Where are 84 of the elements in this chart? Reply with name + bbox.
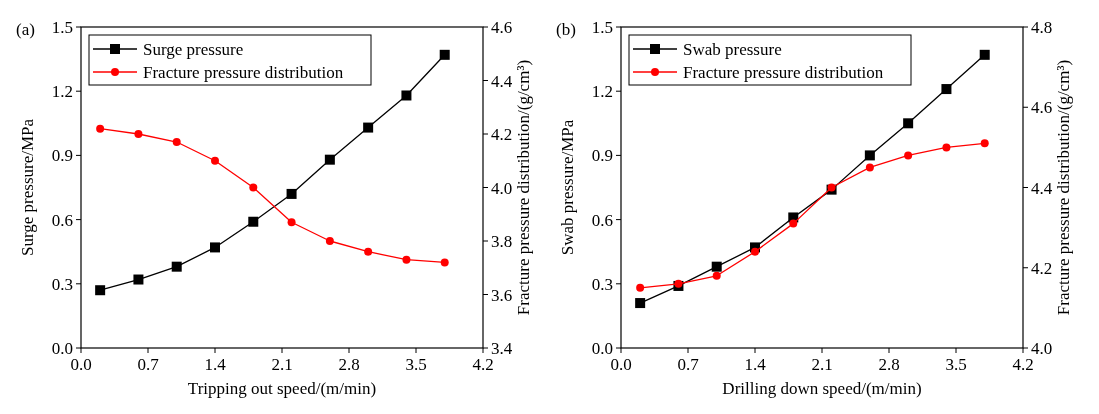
x-tick-label: 2.8 (878, 355, 900, 374)
point (211, 156, 219, 165)
point (171, 261, 182, 272)
point (133, 274, 144, 285)
point (942, 143, 951, 152)
y-tick-label: 0.3 (591, 274, 613, 294)
x-tick-label: 1.4 (744, 355, 767, 374)
point (980, 139, 989, 148)
x-tick-label: 0.7 (137, 355, 160, 374)
point (979, 49, 990, 60)
point (402, 255, 411, 264)
y-tick-label: 0.6 (591, 210, 613, 230)
x-tick-label: 0.7 (677, 355, 700, 374)
point (248, 216, 259, 227)
legend-label: Swab pressure (683, 40, 782, 59)
y-axis-title: Surge pressure/MPa (18, 118, 37, 257)
point (324, 154, 335, 165)
y2-axis-title: Fracture pressure distribution/(g/cm³) (1054, 59, 1073, 316)
y-tick-label: 0.9 (51, 146, 73, 166)
y2-tick-label: 4.2 (491, 125, 513, 144)
point (210, 242, 220, 253)
point (96, 124, 105, 133)
point (439, 49, 450, 60)
y2-tick-label: 4.4 (1031, 178, 1053, 198)
x-tick-label: 0.0 (610, 355, 632, 374)
point (789, 219, 798, 228)
y-tick-label: 1.5 (51, 18, 73, 37)
x-tick-label: 3.5 (405, 355, 427, 374)
point (364, 247, 373, 256)
x-tick-label: 2.8 (338, 355, 360, 374)
y2-tick-label: 4.2 (1031, 258, 1053, 278)
y2-tick-label: 3.4 (491, 339, 513, 358)
y-tick-label: 1.2 (51, 82, 73, 102)
text: (b) (556, 20, 576, 39)
point (865, 163, 874, 172)
point (440, 258, 449, 267)
x-tick-label: 3.5 (945, 355, 967, 374)
point (134, 130, 143, 138)
x-tick-label: 1.4 (204, 355, 227, 374)
point (904, 151, 913, 160)
point (95, 285, 106, 296)
point (941, 84, 952, 95)
x-tick-label: 2.1 (271, 355, 293, 374)
y-tick-label: 0.3 (51, 274, 73, 294)
y2-tick-label: 4.6 (491, 18, 513, 37)
point (325, 237, 334, 245)
y2-tick-label: 4.0 (491, 178, 513, 198)
x-axis-title: Drilling down speed/(m/min) (722, 379, 922, 398)
x-tick-label: 4.2 (472, 355, 494, 374)
point (864, 150, 875, 161)
point (635, 298, 646, 309)
point (363, 122, 374, 133)
point (287, 218, 296, 227)
point (286, 188, 297, 199)
y2-axis-title: Fracture pressure distribution/(g/cm³) (514, 59, 533, 316)
text: (a) (16, 20, 35, 39)
y-tick-label: 1.2 (591, 82, 613, 102)
y-tick-label: 0.9 (591, 146, 613, 166)
point (751, 247, 759, 256)
y2-tick-label: 4.0 (1031, 339, 1053, 358)
point (903, 118, 914, 129)
legend-label: Surge pressure (143, 40, 244, 59)
point (712, 271, 721, 280)
x-tick-label: 4.2 (1012, 355, 1034, 374)
y2-tick-label: 3.6 (491, 285, 513, 305)
y2-tick-label: 3.8 (491, 232, 513, 251)
y-tick-label: 1.5 (591, 18, 613, 37)
legend-label: Fracture pressure distribution (683, 63, 884, 82)
x-tick-label: 0.0 (70, 355, 92, 374)
y-tick-label: 0.6 (51, 210, 73, 230)
y2-tick-label: 4.4 (491, 71, 513, 91)
point (249, 183, 258, 192)
y-tick-label: 0.0 (51, 339, 73, 358)
point (401, 90, 412, 101)
y2-tick-label: 4.6 (1031, 98, 1053, 118)
y-tick-label: 0.0 (591, 339, 613, 358)
legend-label: Fracture pressure distribution (143, 63, 344, 82)
point (711, 261, 722, 272)
y-axis-title: Swab pressure/MPa (558, 119, 577, 256)
x-tick-label: 2.1 (811, 355, 833, 374)
x-axis-title: Tripping out speed/(m/min) (187, 379, 377, 398)
point (636, 283, 645, 292)
point (172, 138, 181, 147)
y2-tick-label: 4.8 (1031, 18, 1053, 37)
